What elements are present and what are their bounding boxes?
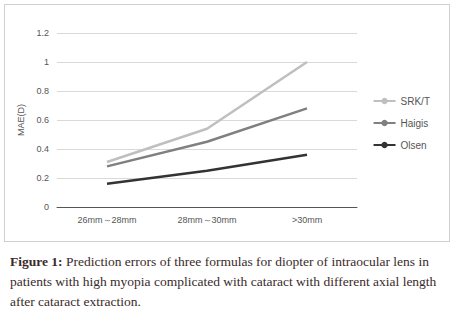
svg-text:1.2: 1.2 (36, 28, 49, 38)
html-text:Figure 1: Prediction errors of: Figure 1: Prediction errors of three for… (10, 254, 437, 309)
svg-text:SRK/T: SRK/T (401, 96, 430, 107)
svg-text:1: 1 (44, 57, 49, 67)
svg-text:0.2: 0.2 (36, 173, 49, 183)
svg-text:0.8: 0.8 (36, 86, 49, 96)
svg-text:26mm～28mm: 26mm～28mm (77, 215, 136, 225)
svg-text:0.6: 0.6 (36, 115, 49, 125)
svg-text:Olsen: Olsen (401, 140, 427, 151)
svg-text:MAE(D): MAE(D) (16, 104, 26, 136)
svg-text:0: 0 (44, 202, 49, 212)
svg-text:0.4: 0.4 (36, 144, 49, 154)
svg-text:28mm～30mm: 28mm～30mm (177, 215, 236, 225)
svg-text:>30mm: >30mm (292, 215, 322, 225)
svg-text:Haigis: Haigis (401, 118, 429, 129)
